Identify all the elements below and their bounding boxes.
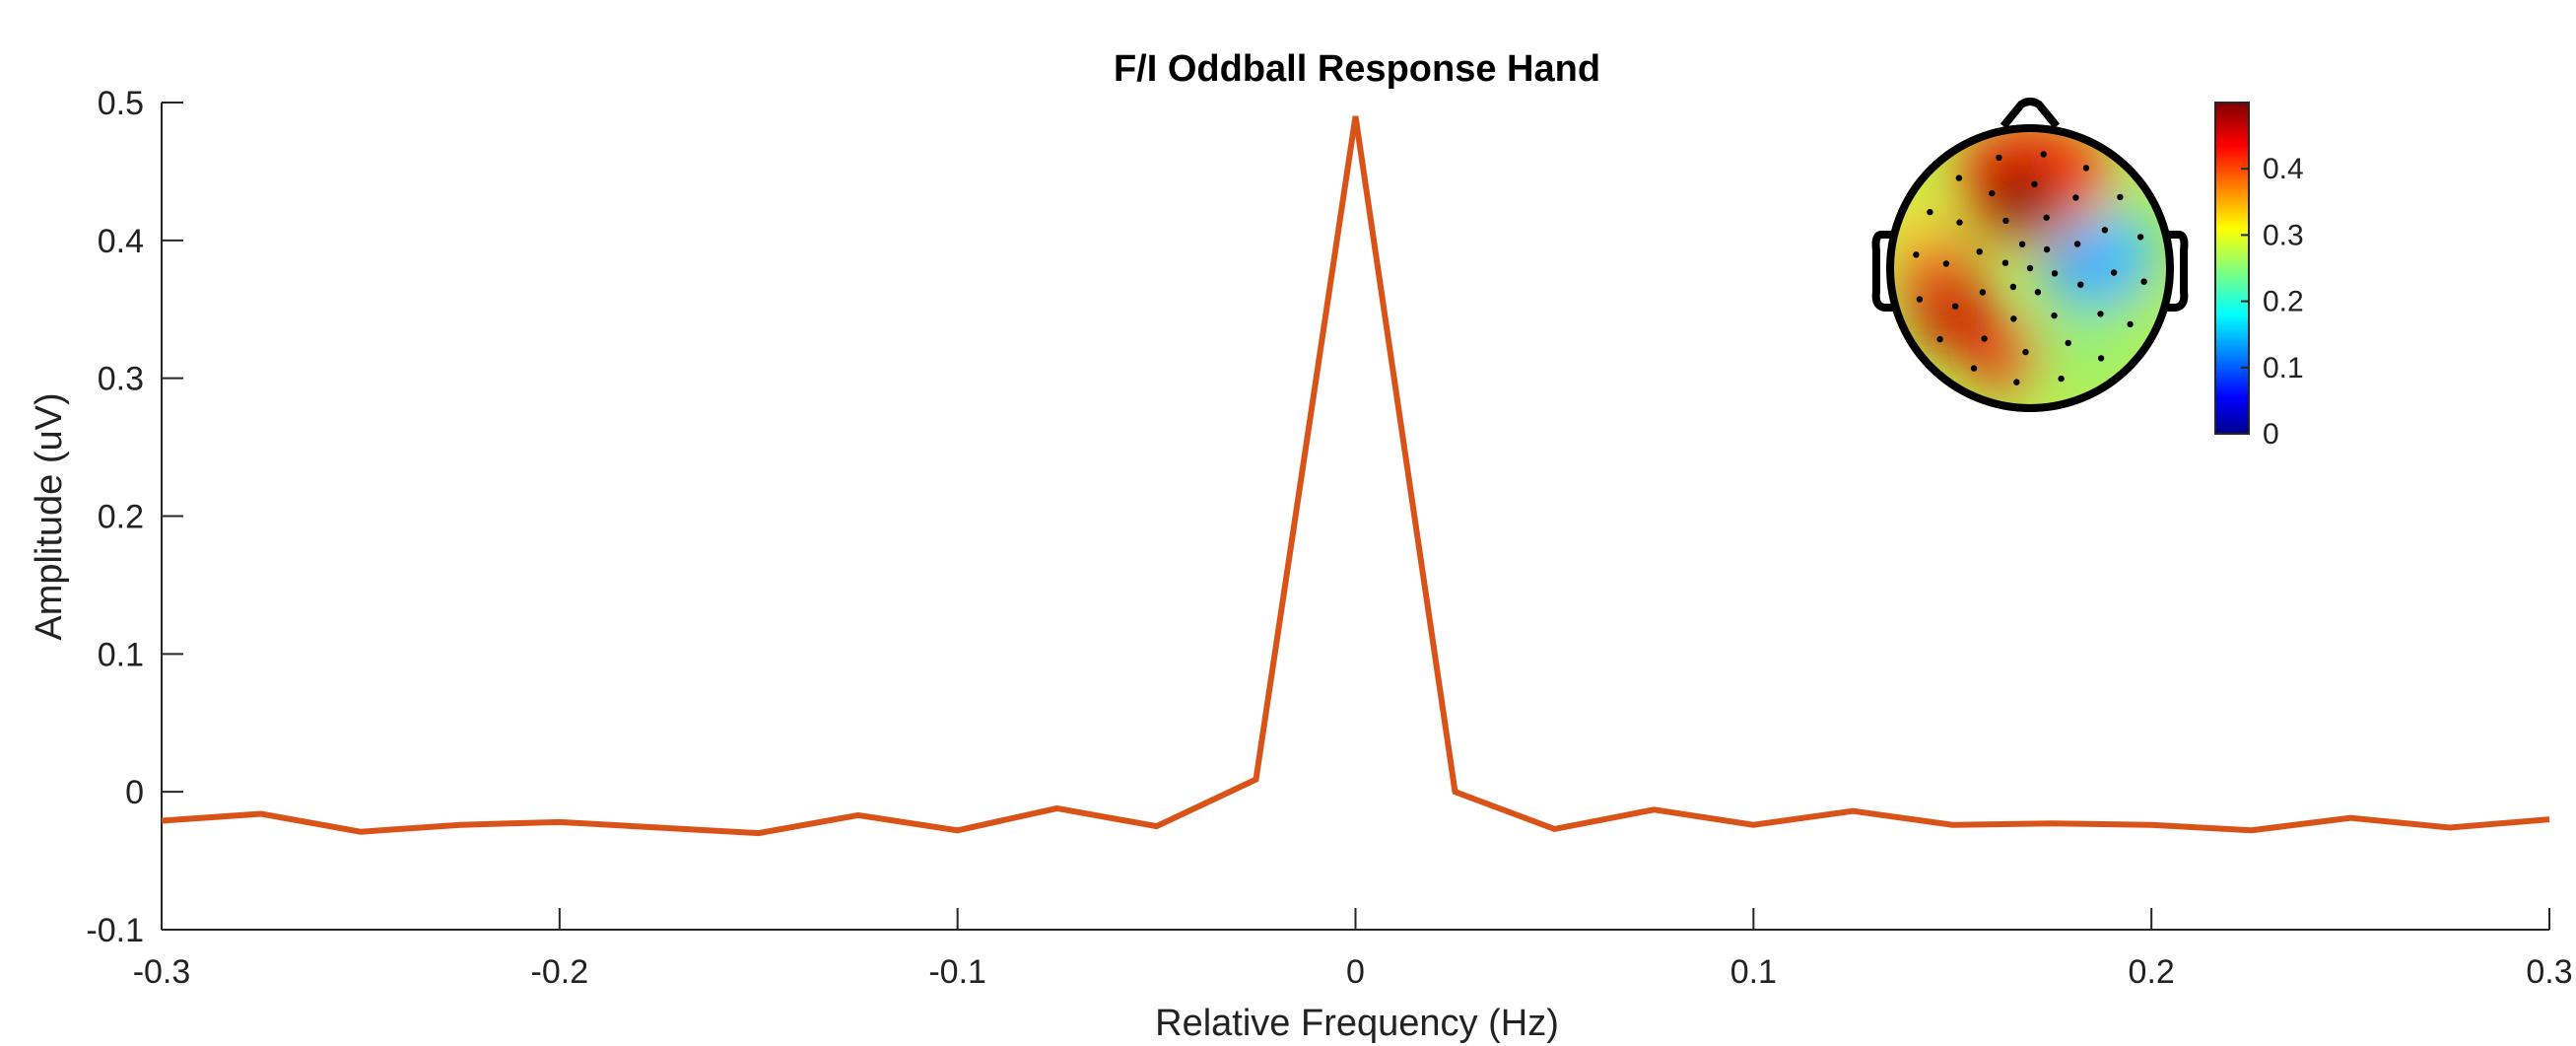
electrode-dot — [2077, 281, 2084, 288]
chart-title: F/I Oddball Response Hand — [1114, 48, 1600, 90]
electrode-dot — [2002, 217, 2009, 225]
electrode-dot — [1976, 248, 1983, 255]
electrode-dot — [2043, 214, 2050, 221]
x-tick-label: -0.2 — [531, 953, 589, 991]
electrode-dot — [2097, 311, 2104, 317]
electrode-dot — [2058, 375, 2065, 383]
colorbar-tick-label: 0.3 — [2263, 219, 2304, 251]
right-ear — [2166, 231, 2189, 312]
electrode-dot — [2073, 241, 2081, 247]
electrode-dot — [2082, 165, 2090, 172]
series-line — [161, 115, 2550, 837]
x-axis-label: Relative Frequency (Hz) — [1155, 1003, 1559, 1044]
colorbar-ticks: 0 0.1 0.2 0.3 0.4 — [2241, 153, 2304, 451]
y-axis-label: Amplitude (uV) — [29, 392, 70, 640]
y-tick-label: 0.1 — [98, 636, 144, 673]
electrode-dot — [1956, 219, 1963, 226]
scalp-topography — [1871, 98, 2189, 412]
electrode-dot — [1979, 289, 1987, 296]
colorbar-tick-label: 0 — [2263, 418, 2279, 451]
electrode-dot — [1996, 154, 2002, 162]
x-ticks: -0.3 -0.2 -0.1 0 0.1 0.2 0.3 — [133, 908, 2573, 991]
electrode-dot — [1981, 335, 1988, 342]
x-tick-label: 0 — [1346, 953, 1365, 991]
electrode-dot — [2127, 320, 2134, 328]
x-tick-label: -0.1 — [928, 953, 986, 991]
electrode-dot — [2136, 234, 2144, 241]
electrode-dot — [2001, 259, 2009, 266]
electrode-dot — [2065, 339, 2071, 347]
colorbar-tick-label: 0.1 — [2263, 352, 2304, 384]
electrode-dot — [2026, 264, 2034, 272]
electrode-dot — [2051, 270, 2059, 277]
electrode-dot — [2034, 289, 2042, 296]
x-tick-label: 0.2 — [2129, 953, 2175, 991]
electrode-dot — [2051, 312, 2058, 319]
electrode-dot — [2031, 180, 2038, 188]
electrode-dot — [2013, 379, 2020, 385]
electrode-dot — [2009, 283, 2017, 291]
electrode-dot — [1955, 174, 1963, 181]
x-tick-label: 0.3 — [2526, 953, 2572, 991]
colorbar-tick-label: 0.4 — [2263, 153, 2304, 185]
electrode-dot — [2140, 278, 2147, 285]
colorbar-tick-label: 0.2 — [2263, 286, 2304, 318]
electrode-dot — [2110, 269, 2118, 276]
electrode-dot — [1942, 260, 1950, 267]
y-tick-label: 0.2 — [98, 499, 144, 536]
electrode-dot — [2097, 355, 2105, 362]
electrode-dot — [2022, 348, 2029, 356]
y-tick-label: 0 — [125, 774, 144, 811]
y-tick-label: -0.1 — [86, 912, 144, 949]
electrode-dot — [1913, 251, 1920, 258]
electrode-dot — [2101, 227, 2109, 234]
electrode-dot — [1951, 303, 1959, 310]
y-tick-label: 0.4 — [98, 223, 144, 260]
x-tick-label: 0.1 — [1730, 953, 1777, 991]
left-ear — [1871, 231, 1894, 312]
y-ticks: -0.1 0 0.1 0.2 0.3 0.4 0.5 — [86, 85, 183, 949]
x-tick-label: -0.3 — [133, 953, 191, 991]
electrode-dot — [2072, 194, 2079, 201]
electrode-dot — [1936, 335, 1943, 343]
head-outline — [1886, 124, 2174, 412]
electrode-dot — [2010, 315, 2017, 322]
electrode-markers — [1913, 151, 2147, 385]
electrode-dot — [1916, 296, 1924, 303]
nose — [2000, 98, 2061, 129]
y-tick-label: 0.3 — [98, 361, 144, 398]
electrode-dot — [1970, 365, 1978, 372]
electrode-dot — [2043, 245, 2051, 253]
electrode-dot — [2018, 241, 2026, 247]
electrode-dot — [2040, 151, 2047, 158]
electrode-dot — [1989, 189, 1996, 197]
colorbar — [2214, 102, 2250, 435]
y-tick-label: 0.5 — [98, 85, 144, 122]
electrode-dot — [2117, 193, 2124, 201]
electrode-dot — [1927, 208, 1933, 216]
